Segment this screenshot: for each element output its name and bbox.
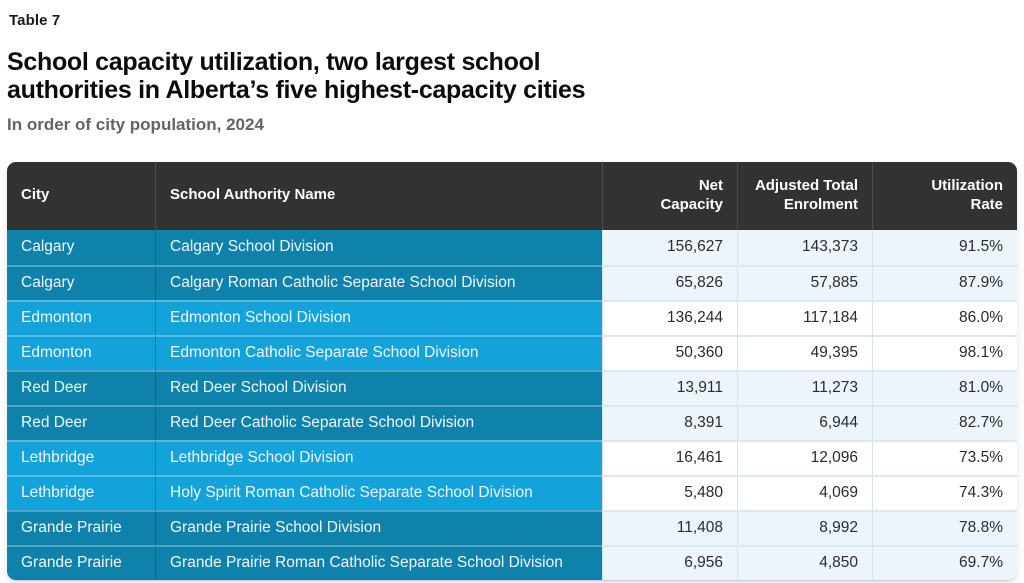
cell-net-capacity: 50,360 [602, 334, 737, 370]
cell-city: Lethbridge [7, 474, 155, 510]
cell-net-capacity: 11,408 [602, 509, 737, 545]
cell-authority: Holy Spirit Roman Catholic Separate Scho… [155, 474, 602, 510]
table-row: Red Deer Red Deer Catholic Separate Schoo… [7, 404, 1017, 440]
capacity-table: City School Authority Name Net Capacity … [7, 161, 1017, 580]
cell-enrolment: 117,184 [737, 299, 872, 335]
cell-utilization-rate: 73.5% [872, 439, 1017, 475]
cell-utilization-rate: 78.8% [872, 509, 1017, 545]
table-row: Calgary Calgary School Division 156,627 143… [7, 229, 1017, 265]
page-subtitle: In order of city population, 2024 [7, 114, 264, 134]
cell-authority: Grande Prairie Roman Catholic Separate S… [155, 544, 602, 580]
table-row: Grande Prairie Grande Prairie Roman Catho… [7, 544, 1017, 580]
cell-net-capacity: 6,956 [602, 544, 737, 580]
table-row: Grande Prairie Grande Prairie School Divi… [7, 509, 1017, 545]
cell-net-capacity: 65,826 [602, 264, 737, 300]
table-row: Calgary Calgary Roman Catholic Separate S… [7, 264, 1017, 300]
column-header-net-capacity: Net Capacity [602, 161, 737, 230]
cell-enrolment: 49,395 [737, 334, 872, 370]
cell-enrolment: 6,944 [737, 404, 872, 440]
cell-utilization-rate: 86.0% [872, 299, 1017, 335]
cell-enrolment: 12,096 [737, 439, 872, 475]
cell-enrolment: 8,992 [737, 509, 872, 545]
table-label: Table 7 [9, 12, 61, 29]
cell-city: Lethbridge [7, 439, 155, 475]
table-row: Red Deer Red Deer School Division 13,911 11… [7, 369, 1017, 405]
cell-enrolment: 57,885 [737, 264, 872, 300]
cell-net-capacity: 136,244 [602, 299, 737, 335]
cell-enrolment: 4,069 [737, 474, 872, 510]
cell-authority: Edmonton Catholic Separate School Divisi… [155, 334, 602, 370]
column-header-utilization: Utilization Rate [872, 161, 1017, 230]
cell-city: Edmonton [7, 334, 155, 370]
cell-authority: Lethbridge School Division [155, 439, 602, 475]
cell-authority: Calgary School Division [155, 229, 602, 265]
cell-enrolment: 4,850 [737, 544, 872, 580]
cell-enrolment: 143,373 [737, 229, 872, 265]
column-header-authority: School Authority Name [155, 161, 602, 230]
cell-authority: Calgary Roman Catholic Separate School D… [155, 264, 602, 300]
cell-city: Edmonton [7, 299, 155, 335]
table-header: City School Authority Name Net Capacity … [7, 161, 1017, 230]
table-row: Edmonton Edmonton Catholic Separate Schoo… [7, 334, 1017, 370]
cell-net-capacity: 13,911 [602, 369, 737, 405]
cell-enrolment: 11,273 [737, 369, 872, 405]
cell-net-capacity: 16,461 [602, 439, 737, 475]
column-header-city: City [7, 161, 155, 230]
cell-utilization-rate: 69.7% [872, 544, 1017, 580]
cell-authority: Grande Prairie School Division [155, 509, 602, 545]
cell-utilization-rate: 74.3% [872, 474, 1017, 510]
cell-city: Red Deer [7, 369, 155, 405]
cell-city: Grande Prairie [7, 509, 155, 545]
cell-authority: Red Deer School Division [155, 369, 602, 405]
cell-net-capacity: 5,480 [602, 474, 737, 510]
table-row: Lethbridge Lethbridge School Division 16,4… [7, 439, 1017, 475]
table-row: Lethbridge Holy Spirit Roman Catholic Sep… [7, 474, 1017, 510]
column-header-enrolment: Adjusted Total Enrolment [737, 161, 872, 230]
cell-authority: Red Deer Catholic Separate School Divisi… [155, 404, 602, 440]
table-body: Calgary Calgary School Division 156,627 143… [7, 229, 1017, 580]
cell-city: Red Deer [7, 404, 155, 440]
cell-net-capacity: 156,627 [602, 229, 737, 265]
cell-utilization-rate: 82.7% [872, 404, 1017, 440]
data-table: City School Authority Name Net Capacity … [7, 161, 1017, 580]
cell-utilization-rate: 87.9% [872, 264, 1017, 300]
cell-net-capacity: 8,391 [602, 404, 737, 440]
cell-utilization-rate: 81.0% [872, 369, 1017, 405]
cell-utilization-rate: 91.5% [872, 229, 1017, 265]
page-title: School capacity utilization, two largest… [7, 48, 586, 105]
cell-city: Grande Prairie [7, 544, 155, 580]
table-row: Edmonton Edmonton School Division 136,244 1… [7, 299, 1017, 335]
cell-utilization-rate: 98.1% [872, 334, 1017, 370]
cell-city: Calgary [7, 229, 155, 265]
cell-authority: Edmonton School Division [155, 299, 602, 335]
cell-city: Calgary [7, 264, 155, 300]
